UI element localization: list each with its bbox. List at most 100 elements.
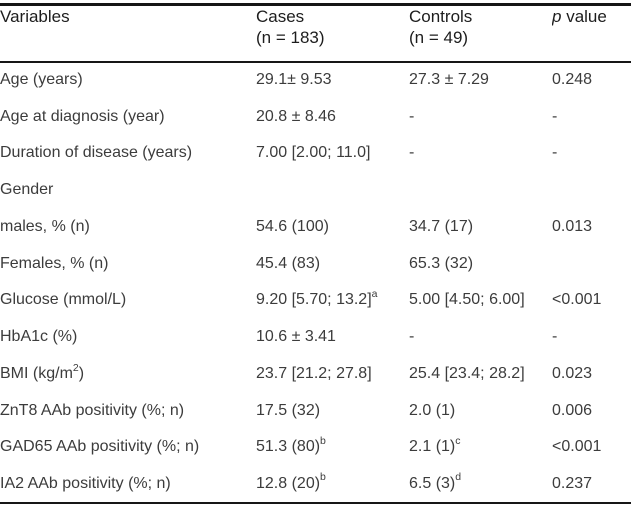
variable-cell: IA2 AAb positivity (%; n) [0,466,256,503]
controls-cell: 2.0 (1) [409,392,552,429]
controls-cell-text: 25.4 [23.4; 28.2] [409,364,525,382]
cases-cell: 7.00 [2.00; 11.0] [256,135,409,172]
controls-cell-text: - [409,328,415,346]
variable-cell: GAD65 AAb positivity (%; n) [0,429,256,466]
table-row: Gender [0,172,631,209]
controls-cell: - [409,135,552,172]
table-row: males, % (n) 54.6 (100) 34.7 (17) 0.013 [0,209,631,246]
cases-cell-text: 12.8 (20) [256,474,321,492]
table-row: Duration of disease (years) 7.00 [2.00; 1… [0,135,631,172]
cases-cell-text: 10.6 ± 3.41 [256,328,336,346]
cases-cell: 12.8 (20)b [256,466,409,503]
variable-cell-text: BMI (kg/m [0,364,73,382]
table-row: HbA1c (%) 10.6 ± 3.41 - - [0,319,631,356]
variable-cell-text: Duration of disease (years) [0,144,193,162]
pvalue-cell [552,245,631,282]
controls-cell-text: 34.7 (17) [409,217,474,235]
cases-cell-text: 23.7 [21.2; 27.8] [256,364,372,382]
cases-cell-text: 29.1± 9.53 [256,71,332,89]
pvalue-cell-text: 0.248 [552,71,593,89]
controls-cell-text: 5.00 [4.50; 6.00] [409,291,525,309]
col-header-pvalue-p: p [552,7,562,26]
pvalue-cell-text: 0.023 [552,364,593,382]
pvalue-cell: 0.006 [552,392,631,429]
col-header-variables: Variables [0,4,256,63]
col-header-pvalue-label: value [561,7,607,26]
cases-cell: 10.6 ± 3.41 [256,319,409,356]
variable-cell: Glucose (mmol/L) [0,282,256,319]
pvalue-cell-text: - [552,107,558,125]
variable-cell-text: Age (years) [0,71,83,89]
col-header-cases: Cases (n = 183) [256,4,409,63]
pvalue-cell-text: 0.013 [552,217,593,235]
controls-cell-text: 27.3 ± 7.29 [409,71,489,89]
variable-cell-text-after: ) [78,364,85,382]
variable-cell-text: GAD65 AAb positivity (%; n) [0,438,200,456]
cases-cell: 17.5 (32) [256,392,409,429]
cases-cell-text: 9.20 [5.70; 13.2] [256,291,372,309]
pvalue-cell: 0.023 [552,356,631,393]
cases-cell-text: 45.4 (83) [256,254,321,272]
controls-cell: 65.3 (32) [409,245,552,282]
pvalue-cell-text: 0.006 [552,401,593,419]
variable-cell: Gender [0,172,256,209]
table-row: IA2 AAb positivity (%; n) 12.8 (20)b 6.5 (… [0,466,631,503]
controls-cell: - [409,98,552,135]
variable-cell: HbA1c (%) [0,319,256,356]
col-header-controls-n: (n = 49) [409,28,469,47]
cases-cell-text: 20.8 ± 8.46 [256,107,336,125]
table-row: Age (years) 29.1± 9.53 27.3 ± 7.29 0.248 [0,62,631,99]
cases-cell-text: 17.5 (32) [256,401,321,419]
table-row: Glucose (mmol/L) 9.20 [5.70; 13.2]a 5.00 [… [0,282,631,319]
controls-cell: 25.4 [23.4; 28.2] [409,356,552,393]
controls-cell-text: - [409,144,415,162]
variable-cell-text: IA2 AAb positivity (%; n) [0,474,171,492]
cases-cell: 20.8 ± 8.46 [256,98,409,135]
controls-cell: 34.7 (17) [409,209,552,246]
cases-cell: 45.4 (83) [256,245,409,282]
superscript-note: 2 [72,361,79,374]
controls-cell: 6.5 (3)d [409,466,552,503]
variable-cell-text: Age at diagnosis (year) [0,107,165,125]
cases-cell: 23.7 [21.2; 27.8] [256,356,409,393]
col-header-cases-label: Cases [256,7,305,26]
col-header-controls-label: Controls [409,7,473,26]
variable-cell-text: males, % (n) [0,217,90,235]
cases-cell-text: 7.00 [2.00; 11.0] [256,144,371,162]
pvalue-cell-text: <0.001 [552,291,602,309]
table-header: Variables Cases (n = 183) Controls (n = … [0,4,631,63]
controls-cell: - [409,319,552,356]
pvalue-cell: - [552,98,631,135]
superscript-note: b [320,435,326,448]
variable-cell-text: HbA1c (%) [0,328,78,346]
cases-cell: 54.6 (100) [256,209,409,246]
cases-cell: 9.20 [5.70; 13.2]a [256,282,409,319]
table-row: Females, % (n) 45.4 (83) 65.3 (32) [0,245,631,282]
pvalue-cell: 0.237 [552,466,631,503]
superscript-note: a [371,288,378,301]
pvalue-cell: 0.013 [552,209,631,246]
superscript-note: c [455,435,461,448]
controls-cell: 5.00 [4.50; 6.00] [409,282,552,319]
pvalue-cell: - [552,135,631,172]
variable-cell: Age at diagnosis (year) [0,98,256,135]
col-header-controls: Controls (n = 49) [409,4,552,63]
pvalue-cell-text: - [552,328,558,346]
cases-cell-text: 51.3 (80) [256,438,321,456]
controls-cell: 2.1 (1)c [409,429,552,466]
controls-cell-text: 2.1 (1) [409,438,456,456]
table-body: Age (years) 29.1± 9.53 27.3 ± 7.29 0.248 Age… [0,62,631,503]
variable-cell: Duration of disease (years) [0,135,256,172]
header-row: Variables Cases (n = 183) Controls (n = … [0,4,631,63]
controls-cell: 27.3 ± 7.29 [409,62,552,99]
variable-cell-text: Females, % (n) [0,254,109,272]
table-row: ZnT8 AAb positivity (%; n) 17.5 (32) 2.0 (… [0,392,631,429]
variable-cell: BMI (kg/m2) [0,356,256,393]
pvalue-cell: <0.001 [552,429,631,466]
controls-cell-text: 6.5 (3) [409,474,456,492]
variable-cell: males, % (n) [0,209,256,246]
pvalue-cell: - [552,319,631,356]
superscript-note: d [455,471,462,484]
pvalue-cell-text: <0.001 [552,438,602,456]
